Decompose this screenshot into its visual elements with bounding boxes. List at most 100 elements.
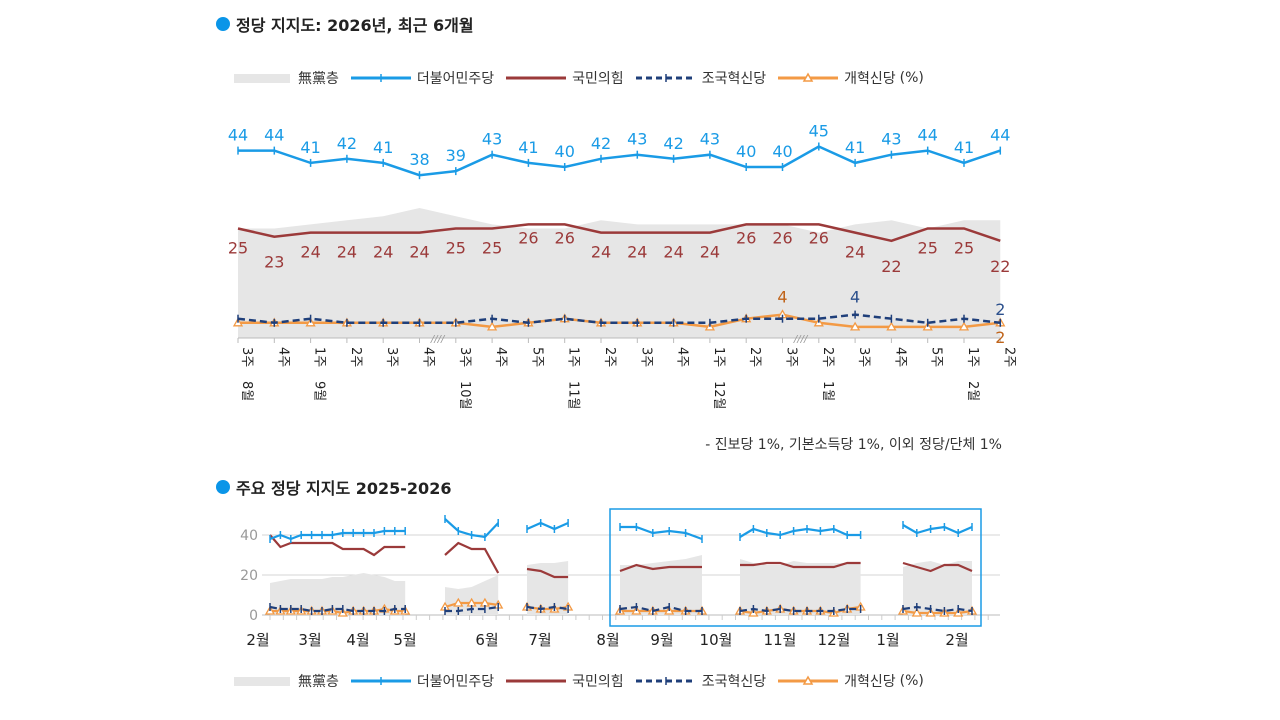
x-tick-label: 3주 bbox=[638, 347, 653, 367]
legend-swatch-2 bbox=[504, 673, 568, 689]
data-label: 41 bbox=[845, 138, 865, 157]
x-tick-label: 2주 bbox=[602, 347, 617, 367]
top-legend: 無黨층 더불어민주당 국민의힘 조국혁신당 개혁신당 (%) bbox=[234, 68, 924, 88]
data-label: 43 bbox=[627, 130, 647, 149]
series-line-1 bbox=[269, 529, 406, 541]
legend-area-swatch bbox=[234, 74, 290, 83]
x-month-label: 2월 bbox=[965, 381, 980, 401]
legend-label: 조국혁신당 bbox=[701, 674, 767, 690]
legend-label: 無黨층 bbox=[298, 71, 339, 87]
data-label: 24 bbox=[409, 243, 429, 262]
data-label: 2 bbox=[995, 300, 1005, 319]
data-label: 25 bbox=[482, 239, 502, 258]
x-month-label: 9월 bbox=[650, 631, 673, 649]
series-line-2 bbox=[526, 567, 569, 579]
data-label: 24 bbox=[700, 243, 720, 262]
x-tick-label: 3주 bbox=[239, 347, 254, 367]
recent-six-months-highlight-box bbox=[609, 508, 982, 627]
data-label: 24 bbox=[627, 243, 647, 262]
x-month-label: 7월 bbox=[528, 631, 551, 649]
triangle-marker bbox=[886, 321, 897, 331]
x-month-label: 5월 bbox=[393, 631, 416, 649]
data-label: 44 bbox=[990, 126, 1010, 145]
triangle-marker bbox=[453, 597, 464, 607]
undecided-area bbox=[740, 559, 861, 615]
data-label: 41 bbox=[518, 138, 538, 157]
segment bbox=[734, 525, 866, 617]
top-chart-title-text: 정당 지지도: 2026년, 최근 6개월 bbox=[236, 16, 474, 35]
x-tick-label: 4주 bbox=[892, 347, 907, 367]
legend-label: 국민의힘 bbox=[572, 674, 624, 690]
legend-swatch-0 bbox=[234, 70, 294, 86]
bottom-chart-title-text: 주요 정당 지지도 2025-2026 bbox=[236, 479, 452, 498]
bullet-icon bbox=[216, 480, 230, 494]
data-label: 24 bbox=[300, 243, 320, 262]
x-tick-label: 3주 bbox=[856, 347, 871, 367]
x-month-label: 8월 bbox=[596, 631, 619, 649]
x-month-label: 10월 bbox=[700, 631, 733, 649]
x-month-label: 8월 bbox=[239, 381, 254, 401]
footnote: - 진보당 1%, 기본소득당 1%, 이외 정당/단체 1% bbox=[705, 437, 1002, 453]
data-label: 44 bbox=[264, 126, 284, 145]
axis-break-mark: //// bbox=[430, 334, 446, 345]
segment bbox=[264, 527, 411, 617]
data-label: 40 bbox=[772, 142, 792, 161]
x-month-label: 3월 bbox=[298, 631, 321, 649]
bottom-legend: 無黨층 더불어민주당 국민의힘 조국혁신당 개혁신당 (%) bbox=[234, 671, 924, 691]
data-label: 4 bbox=[850, 288, 860, 307]
top-chart: //// //// 3주 8월 4주 1주 9월 2주 3주 4주 3주 10월 4주 5주 1주 11월 2주… bbox=[228, 122, 1016, 410]
y-tick-label: 40 bbox=[240, 528, 258, 544]
data-label: 2 bbox=[995, 328, 1005, 347]
legend-triangle-marker bbox=[802, 72, 814, 82]
series-line-2 bbox=[740, 561, 861, 569]
legend-label: 국민의힘 bbox=[572, 71, 624, 87]
data-label: 40 bbox=[736, 142, 756, 161]
x-tick-label: 5주 bbox=[929, 347, 944, 367]
data-label: 45 bbox=[809, 122, 829, 141]
series-line-3 bbox=[619, 605, 702, 613]
segment bbox=[614, 523, 708, 615]
x-tick-label: 3주 bbox=[457, 347, 472, 367]
triangle-marker bbox=[849, 321, 861, 331]
x-tick-label: 1주 bbox=[711, 347, 726, 367]
legend-swatch-4 bbox=[776, 673, 840, 689]
data-label: 25 bbox=[228, 239, 248, 258]
series-line-3 bbox=[269, 605, 406, 613]
data-label: 24 bbox=[663, 243, 683, 262]
data-label: 24 bbox=[373, 243, 393, 262]
segment bbox=[439, 515, 504, 615]
data-label: 43 bbox=[482, 130, 502, 149]
x-tick-label: 4주 bbox=[275, 347, 290, 367]
undecided-area bbox=[620, 555, 702, 615]
legend-swatch-0 bbox=[234, 673, 294, 689]
legend-triangle-marker bbox=[802, 675, 814, 685]
x-tick-label: 4주 bbox=[493, 347, 508, 367]
series-line-2 bbox=[444, 541, 500, 574]
data-label: 24 bbox=[337, 243, 357, 262]
bottom-chart: 0 20 40 2월 3월 4월 5월 6월 7월 8월 9월 10월 11월 12월 1월 2월 bbox=[240, 508, 1000, 649]
series-line-1 bbox=[739, 527, 861, 538]
legend-label: 無黨층 bbox=[298, 674, 339, 690]
bottom-chart-title: 주요 정당 지지도 2025-2026 bbox=[216, 475, 451, 499]
legend-swatch-1 bbox=[349, 70, 413, 86]
series-line-1 bbox=[526, 521, 569, 531]
data-label: 25 bbox=[954, 239, 974, 258]
x-tick-label: 2주 bbox=[747, 347, 762, 367]
legend-label: 조국혁신당 bbox=[701, 71, 767, 87]
data-label: 41 bbox=[300, 138, 320, 157]
y-tick-label: 20 bbox=[240, 568, 258, 584]
axis-break-mark: //// bbox=[793, 334, 809, 345]
series-line-1 bbox=[620, 525, 703, 541]
x-tick-label: 1주 bbox=[566, 347, 581, 367]
series-line-3 bbox=[902, 605, 973, 613]
series-line-3 bbox=[526, 605, 569, 611]
data-label: 22 bbox=[990, 257, 1010, 276]
legend-label: 개혁신당 bbox=[844, 674, 896, 690]
data-label: 42 bbox=[591, 134, 611, 153]
bullet-icon bbox=[216, 17, 230, 31]
x-tick-label: 1주 bbox=[312, 347, 327, 367]
x-tick-label: 5주 bbox=[529, 347, 544, 367]
data-label: 44 bbox=[228, 126, 248, 145]
data-label: 26 bbox=[736, 228, 756, 247]
x-month-label: 9월 bbox=[312, 381, 327, 401]
